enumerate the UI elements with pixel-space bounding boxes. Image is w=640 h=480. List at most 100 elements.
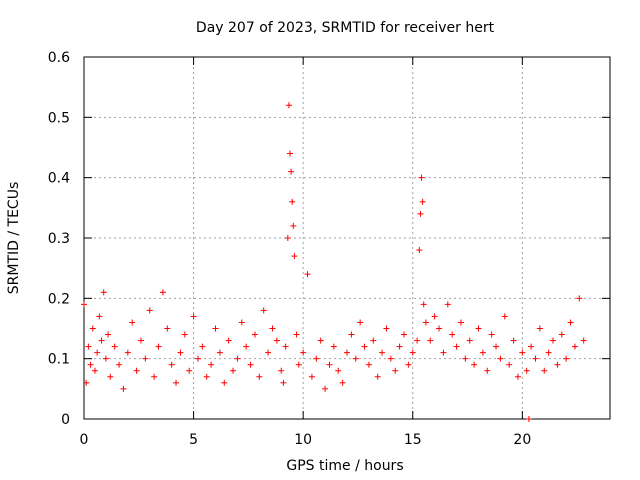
x-tick-label: 0 [80, 432, 89, 448]
data-point [190, 313, 197, 320]
data-point [532, 355, 539, 362]
data-point [273, 337, 280, 344]
data-point [418, 174, 425, 181]
data-point [475, 325, 482, 332]
data-point [405, 361, 412, 368]
y-tick-label: 0.6 [48, 50, 70, 66]
data-point [100, 289, 107, 296]
data-point [330, 343, 337, 350]
data-point [146, 307, 153, 314]
data-point [155, 343, 162, 350]
data-point [269, 325, 276, 332]
data-point [221, 379, 228, 386]
data-point [400, 331, 407, 338]
grid-lines [84, 57, 610, 419]
data-point [225, 337, 232, 344]
data-point [289, 198, 296, 205]
data-point [293, 331, 300, 338]
data-point [91, 367, 98, 374]
data-point [370, 337, 377, 344]
data-point [164, 325, 171, 332]
y-tick-label: 0.5 [48, 110, 70, 126]
data-point [567, 319, 574, 326]
data-point [466, 337, 473, 344]
data-point [288, 168, 295, 175]
data-point [199, 343, 206, 350]
data-point [216, 349, 223, 356]
data-point [124, 349, 131, 356]
data-point [177, 349, 184, 356]
data-point [523, 367, 530, 374]
data-points [81, 102, 587, 422]
axis-tick-labels: 0 0.1 0.2 0.3 0.4 0.5 0.6 0 5 10 15 20 [48, 50, 532, 448]
data-point [186, 367, 193, 374]
data-point [545, 349, 552, 356]
data-point [431, 313, 438, 320]
x-tick-label: 10 [294, 432, 312, 448]
data-point [238, 319, 245, 326]
data-point [558, 331, 565, 338]
y-tick-label: 0.3 [48, 231, 70, 247]
data-point [506, 361, 513, 368]
data-point [168, 361, 175, 368]
data-point [417, 210, 424, 217]
x-tick-label: 5 [189, 432, 198, 448]
data-point [87, 361, 94, 368]
data-point [282, 343, 289, 350]
data-point [278, 367, 285, 374]
chart-title: Day 207 of 2023, SRMTID for receiver her… [196, 20, 495, 36]
data-point [396, 343, 403, 350]
data-point [488, 331, 495, 338]
data-point [484, 367, 491, 374]
data-point [256, 373, 263, 380]
data-point [427, 337, 434, 344]
data-point [313, 355, 320, 362]
data-point [525, 416, 532, 422]
data-point [120, 385, 127, 392]
data-point [234, 355, 241, 362]
data-point [436, 325, 443, 332]
data-point [357, 319, 364, 326]
data-point [265, 349, 272, 356]
data-point [462, 355, 469, 362]
data-point [111, 343, 118, 350]
data-point [519, 349, 526, 356]
data-point [290, 222, 297, 229]
data-point [89, 325, 96, 332]
data-point [541, 367, 548, 374]
data-point [133, 367, 140, 374]
data-point [81, 301, 87, 308]
data-point [159, 289, 166, 296]
data-point [284, 235, 291, 241]
data-point [212, 325, 219, 332]
data-point [304, 271, 311, 278]
y-tick-label: 0.4 [48, 171, 70, 187]
data-point [83, 379, 90, 386]
data-point [554, 361, 561, 368]
data-point [247, 361, 254, 368]
data-point [365, 361, 372, 368]
y-tick-label: 0.1 [48, 352, 70, 368]
data-point [422, 319, 429, 326]
data-point [416, 247, 423, 254]
y-axis-label: SRMTID / TECUs [6, 182, 22, 295]
data-point [285, 102, 292, 109]
x-tick-label: 20 [513, 432, 531, 448]
x-tick-label: 15 [404, 432, 422, 448]
data-point [536, 325, 543, 332]
data-point [173, 379, 180, 386]
data-point [392, 367, 399, 374]
data-point [453, 343, 460, 350]
data-point [419, 198, 426, 205]
data-point [308, 373, 315, 380]
data-point [550, 337, 557, 344]
data-point [230, 367, 237, 374]
data-point [251, 331, 258, 338]
data-point [471, 361, 478, 368]
data-point [479, 349, 486, 356]
data-point [457, 319, 464, 326]
data-point [287, 150, 294, 157]
data-point [576, 295, 583, 302]
data-point [493, 343, 500, 350]
